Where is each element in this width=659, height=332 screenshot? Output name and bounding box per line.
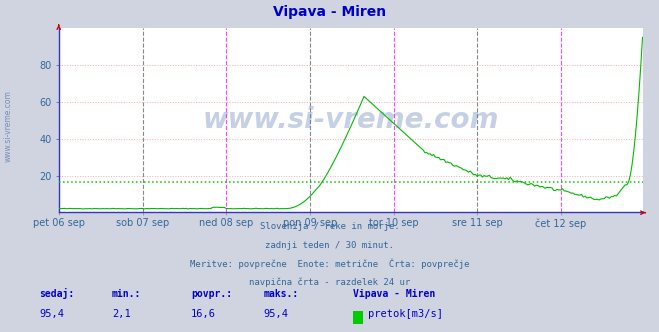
Text: 95,4: 95,4	[264, 309, 289, 319]
Text: 16,6: 16,6	[191, 309, 216, 319]
Text: min.:: min.:	[112, 289, 142, 299]
Text: 2,1: 2,1	[112, 309, 130, 319]
Text: navpična črta - razdelek 24 ur: navpična črta - razdelek 24 ur	[249, 277, 410, 287]
Text: zadnji teden / 30 minut.: zadnji teden / 30 minut.	[265, 241, 394, 250]
Text: www.si-vreme.com: www.si-vreme.com	[203, 106, 499, 134]
Text: 95,4: 95,4	[40, 309, 65, 319]
Text: povpr.:: povpr.:	[191, 289, 232, 299]
Text: Vipava - Miren: Vipava - Miren	[353, 289, 435, 299]
Text: sedaj:: sedaj:	[40, 288, 74, 299]
Text: Vipava - Miren: Vipava - Miren	[273, 5, 386, 19]
Text: maks.:: maks.:	[264, 289, 299, 299]
Text: pretok[m3/s]: pretok[m3/s]	[368, 309, 443, 319]
Text: Meritve: povprečne  Enote: metrične  Črta: povprečje: Meritve: povprečne Enote: metrične Črta:…	[190, 259, 469, 270]
Text: Slovenija / reke in morje.: Slovenija / reke in morje.	[260, 222, 399, 231]
Text: www.si-vreme.com: www.si-vreme.com	[4, 90, 13, 162]
